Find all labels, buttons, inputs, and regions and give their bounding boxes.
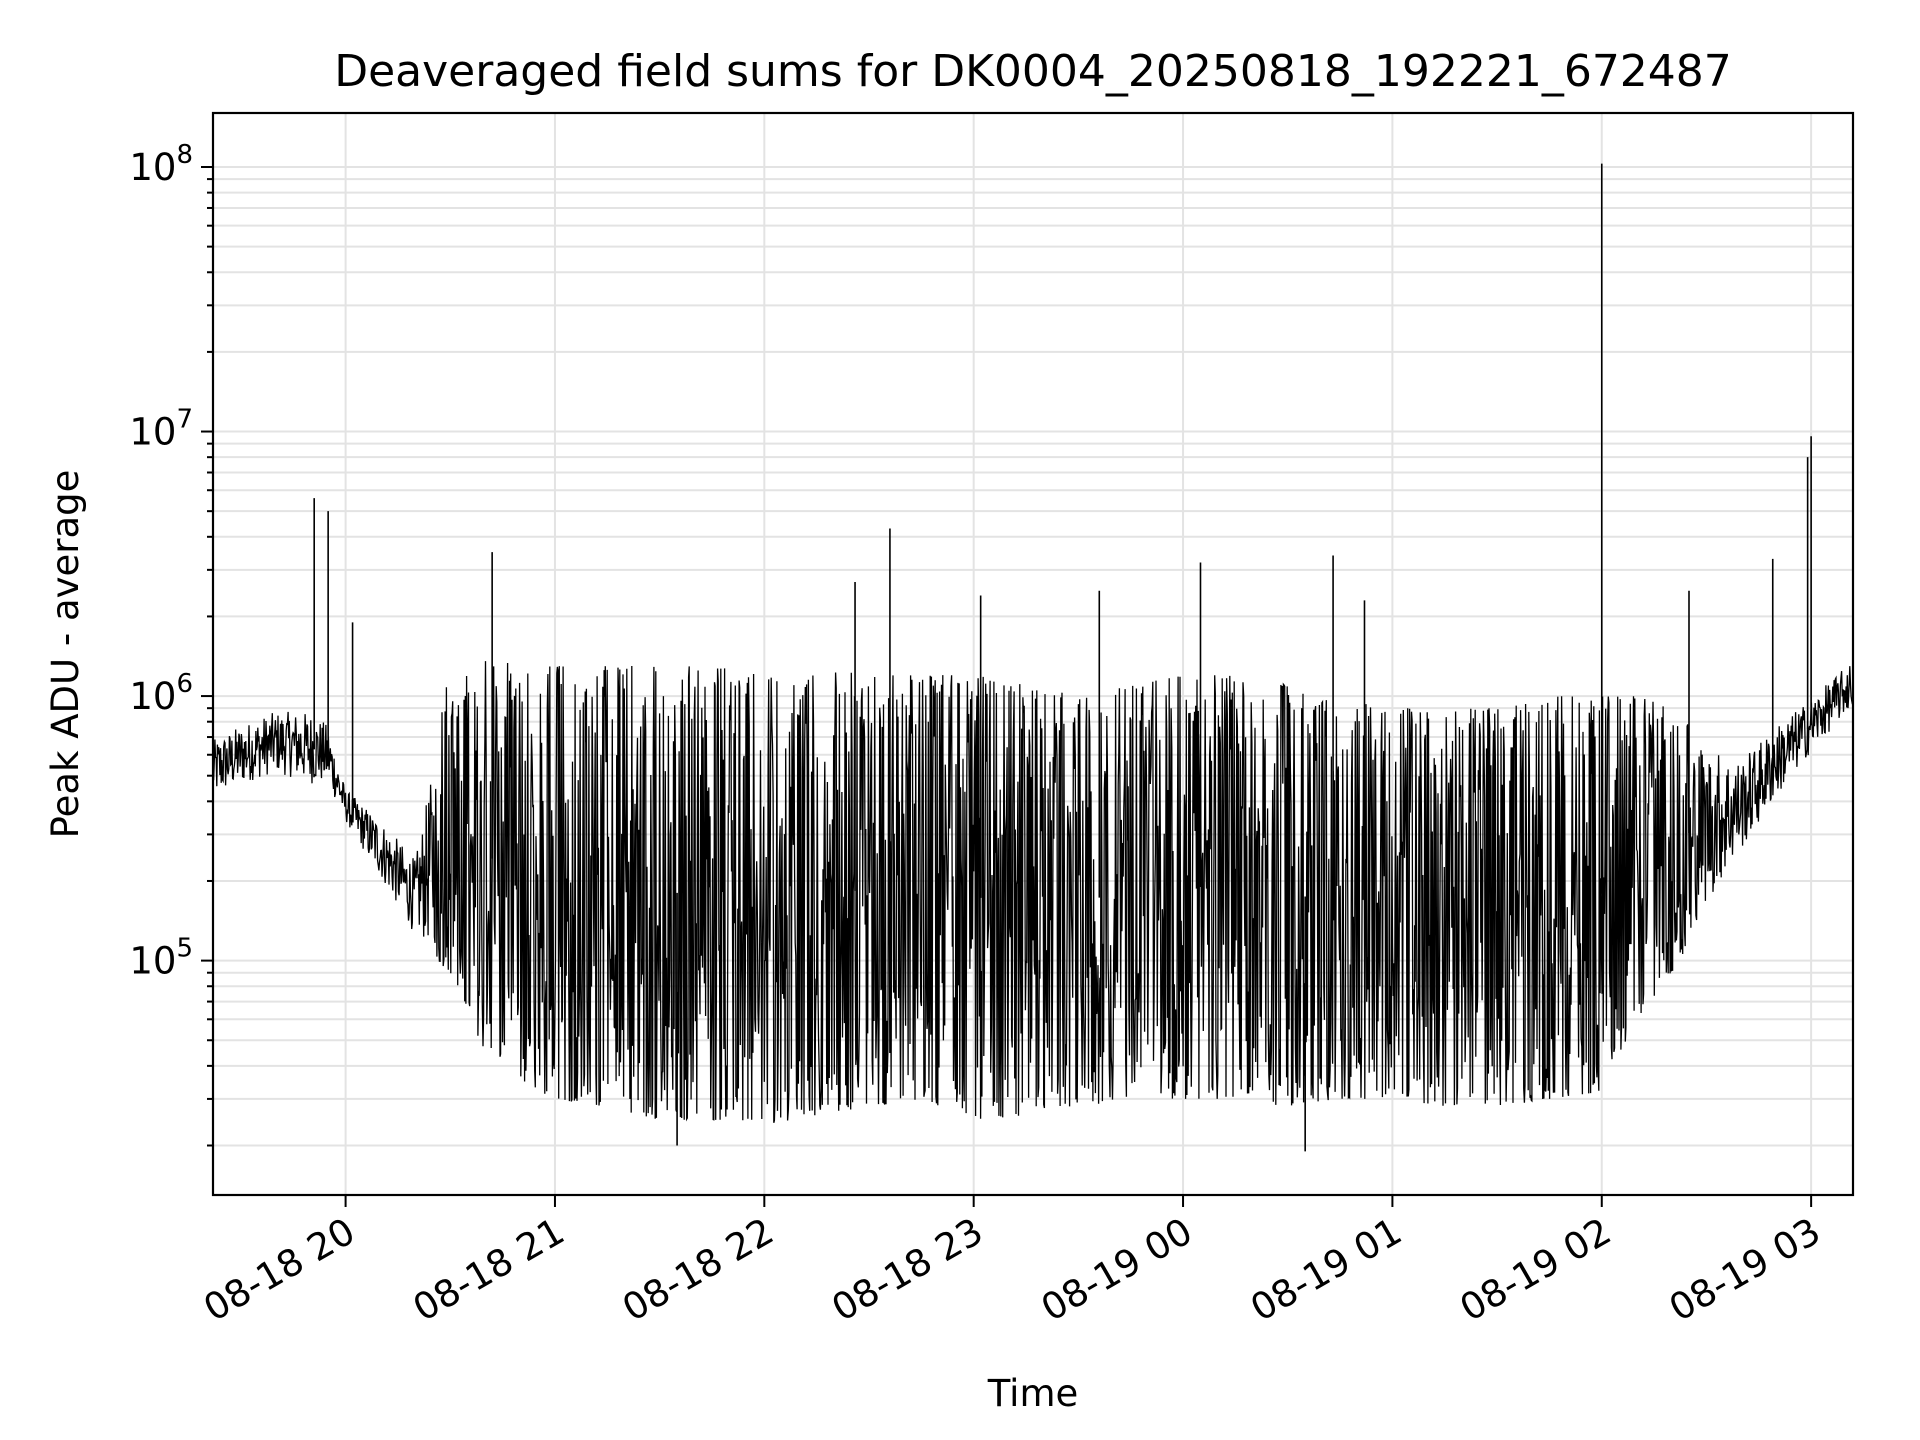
plot-frame	[211, 111, 1855, 1197]
series-line	[213, 661, 1853, 1123]
spike-layer	[313, 163, 1812, 1152]
y-tick-label: 105	[129, 934, 193, 983]
y-axis-label: Peak ADU - average	[44, 470, 87, 839]
y-tick-label: 107	[129, 405, 193, 454]
plot-area	[213, 163, 1853, 1152]
x-axis-label: Time	[987, 1372, 1079, 1415]
y-tick-label: 108	[129, 140, 193, 189]
chart-title: Deaveraged field sums for DK0004_2025081…	[334, 46, 1732, 97]
y-axis: 105 106 107 108	[129, 140, 213, 1147]
y-tick-label: 106	[129, 669, 193, 718]
